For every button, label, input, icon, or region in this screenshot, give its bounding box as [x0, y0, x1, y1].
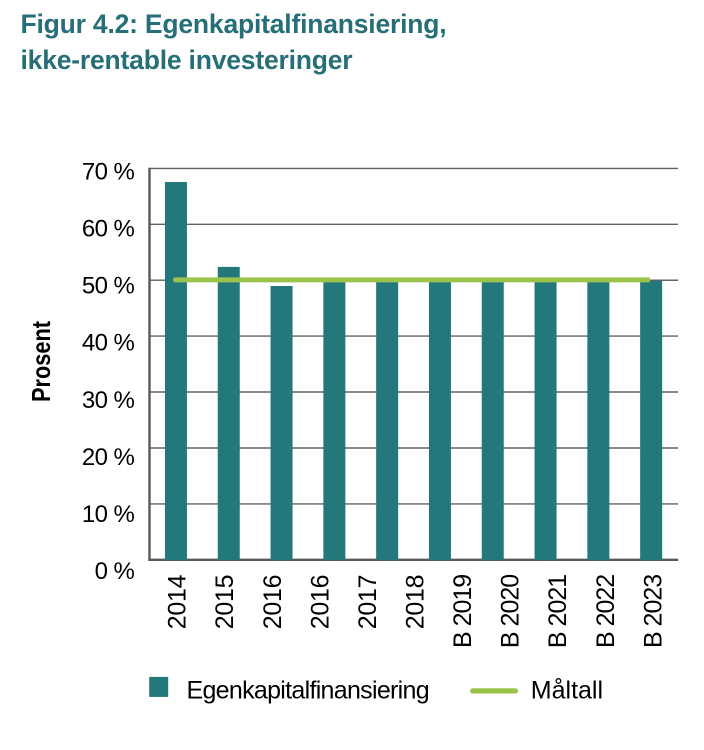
- svg-text:30 %: 30 %: [82, 387, 135, 414]
- svg-text:B 2019: B 2019: [449, 575, 477, 648]
- svg-text:40 %: 40 %: [82, 330, 135, 357]
- svg-text:B 2023: B 2023: [639, 575, 667, 648]
- svg-text:Måltall: Måltall: [531, 677, 603, 705]
- svg-text:70 %: 70 %: [82, 158, 135, 185]
- svg-text:2018: 2018: [402, 575, 430, 629]
- svg-text:B 2022: B 2022: [592, 575, 620, 648]
- svg-text:Egenkapitalfinansiering: Egenkapitalfinansiering: [187, 677, 429, 705]
- svg-text:Figur 4.2: Egenkapitalfinansie: Figur 4.2: Egenkapitalfinansiering,: [21, 9, 447, 39]
- svg-text:50 %: 50 %: [82, 273, 135, 300]
- svg-text:Prosent: Prosent: [26, 321, 56, 402]
- svg-text:ikke-rentable investeringer: ikke-rentable investeringer: [21, 45, 353, 75]
- svg-text:B 2020: B 2020: [497, 575, 525, 648]
- svg-text:B 2021: B 2021: [544, 575, 572, 648]
- svg-text:2014: 2014: [164, 574, 192, 629]
- svg-text:2017: 2017: [354, 575, 382, 629]
- svg-text:0 %: 0 %: [95, 558, 135, 585]
- svg-text:10 %: 10 %: [82, 501, 135, 528]
- svg-text:60 %: 60 %: [82, 215, 135, 242]
- svg-text:2016: 2016: [306, 575, 334, 629]
- svg-text:2016: 2016: [259, 575, 287, 629]
- svg-text:20 %: 20 %: [82, 444, 135, 471]
- svg-text:2015: 2015: [211, 575, 239, 629]
